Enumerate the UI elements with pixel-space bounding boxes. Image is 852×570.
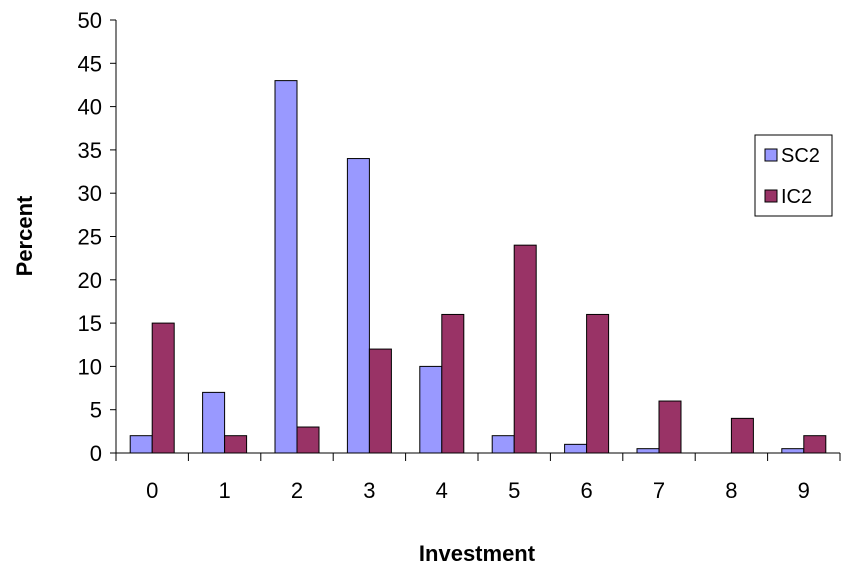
bar-sc2-3 <box>346 158 370 454</box>
y-axis-ticks: 0 5 10 15 20 25 30 35 40 45 50 <box>78 8 116 466</box>
bar-sc2-9 <box>781 448 805 454</box>
y-tick-label: 30 <box>78 181 102 206</box>
y-tick-label: 35 <box>78 138 102 163</box>
y-tick-label: 40 <box>78 95 102 120</box>
bar-ic2-9 <box>803 435 827 454</box>
x-tick-label: 9 <box>798 478 810 503</box>
y-tick-label: 5 <box>90 398 102 423</box>
y-tick-label: 20 <box>78 268 102 293</box>
bar-ic2-5 <box>513 244 537 454</box>
legend-label-ic2: IC2 <box>781 186 812 208</box>
bar-sc2-4 <box>419 365 443 454</box>
bar-ic2-6 <box>586 313 610 454</box>
y-axis-title: Percent <box>12 195 37 276</box>
bar-ic2-8 <box>730 417 754 454</box>
y-tick-label: 0 <box>90 441 102 466</box>
bar-ic2-2 <box>296 426 320 454</box>
bar-sc2-7 <box>636 448 660 454</box>
bar-sc2-5 <box>491 435 515 454</box>
x-axis-title: Investment <box>419 541 536 566</box>
bars <box>129 80 827 454</box>
bar-ic2-4 <box>441 313 465 454</box>
bar-sc2-0 <box>129 435 153 454</box>
bar-sc2-1 <box>202 391 226 454</box>
x-tick-label: 1 <box>218 478 230 503</box>
x-axis-ticks: 0 1 2 3 4 5 6 7 8 9 <box>115 453 841 503</box>
legend-label-sc2: SC2 <box>781 145 820 167</box>
y-tick-label: 15 <box>78 311 102 336</box>
legend-swatch-ic2 <box>764 189 778 203</box>
legend-swatch-sc2 <box>764 148 778 162</box>
bar-ic2-3 <box>368 348 392 454</box>
bar-ic2-0 <box>151 322 175 454</box>
x-tick-label: 5 <box>508 478 520 503</box>
bar-ic2-7 <box>658 400 682 454</box>
bar-sc2-6 <box>564 443 588 454</box>
bar-ic2-1 <box>224 435 248 454</box>
x-tick-label: 6 <box>580 478 592 503</box>
x-tick-label: 2 <box>291 478 303 503</box>
x-tick-label: 3 <box>363 478 375 503</box>
y-tick-label: 50 <box>78 8 102 33</box>
legend: SC2 IC2 <box>754 134 833 217</box>
x-tick-label: 8 <box>725 478 737 503</box>
bar-sc2-2 <box>274 80 298 454</box>
y-tick-label: 45 <box>78 51 102 76</box>
x-tick-label: 7 <box>653 478 665 503</box>
y-tick-label: 25 <box>78 225 102 250</box>
x-tick-label: 0 <box>146 478 158 503</box>
x-tick-label: 4 <box>436 478 448 503</box>
y-tick-label: 10 <box>78 354 102 379</box>
